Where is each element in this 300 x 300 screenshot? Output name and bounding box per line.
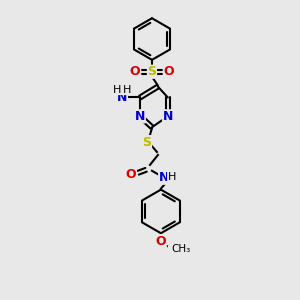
Text: H: H	[113, 85, 122, 94]
Text: O: O	[156, 235, 166, 248]
Text: O: O	[130, 65, 140, 78]
Text: N: N	[117, 91, 128, 104]
Text: S: S	[142, 136, 152, 148]
Text: O: O	[126, 168, 136, 181]
Text: N: N	[159, 171, 169, 184]
Text: N: N	[135, 110, 145, 123]
Text: H: H	[168, 172, 176, 182]
Text: N: N	[163, 110, 173, 123]
Text: S: S	[148, 65, 157, 78]
Text: O: O	[164, 65, 174, 78]
Text: CH₃: CH₃	[172, 244, 191, 254]
Text: H: H	[123, 85, 131, 94]
